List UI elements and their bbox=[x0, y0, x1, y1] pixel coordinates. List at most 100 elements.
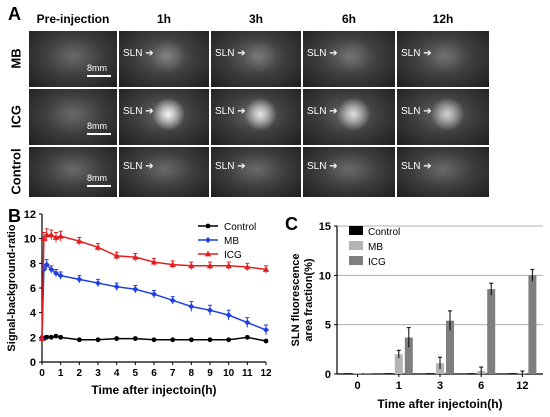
bar-icg bbox=[528, 275, 537, 374]
legend-label: Control bbox=[368, 227, 400, 238]
legend-label: MB bbox=[224, 236, 239, 247]
tile-image bbox=[119, 147, 209, 197]
x-tick-label: 4 bbox=[114, 368, 120, 379]
column-header-1: 1h bbox=[156, 12, 171, 26]
y-axis-label: SLN fluorescencearea fraction(%) bbox=[290, 254, 315, 347]
sln-arrow-label: SLN ➔ bbox=[307, 106, 338, 117]
data-point bbox=[188, 262, 195, 269]
tile-image bbox=[303, 31, 395, 87]
row-label-icg: ICG bbox=[8, 104, 24, 129]
bar-icg bbox=[404, 337, 413, 374]
sln-arrow-label: SLN ➔ bbox=[123, 106, 154, 117]
data-point bbox=[114, 336, 120, 341]
data-point bbox=[132, 336, 138, 341]
bar-control bbox=[508, 373, 517, 374]
data-point bbox=[151, 291, 157, 298]
sln-arrow-label: SLN ➔ bbox=[401, 161, 432, 172]
data-point bbox=[132, 253, 139, 260]
bar-icg bbox=[363, 373, 372, 374]
x-axis-label: Time after injectoin(h) bbox=[91, 383, 216, 397]
panel-b-letter: B bbox=[8, 206, 21, 226]
panel-a-letter: A bbox=[8, 4, 21, 24]
x-tick-label: 11 bbox=[242, 368, 253, 379]
scale-label: 8mm bbox=[87, 173, 107, 183]
sln-arrow-label: SLN ➔ bbox=[307, 48, 338, 59]
row-label-mb: MB bbox=[8, 48, 24, 69]
tile-image bbox=[211, 147, 301, 197]
data-point bbox=[188, 337, 194, 343]
sln-arrow-label: SLN ➔ bbox=[123, 161, 154, 172]
right-arrow-icon: ➔ bbox=[420, 106, 432, 117]
image-tile-mb-1: SLN ➔ bbox=[118, 30, 210, 88]
x-tick-label: 7 bbox=[170, 368, 176, 379]
data-point bbox=[132, 286, 139, 293]
tile-image bbox=[397, 89, 489, 145]
legend-label: ICG bbox=[224, 250, 242, 261]
sln-arrow-label: SLN ➔ bbox=[215, 161, 246, 172]
data-point bbox=[95, 280, 101, 287]
tile-image bbox=[211, 31, 301, 87]
bar-icg bbox=[487, 289, 496, 374]
series-line bbox=[41, 263, 267, 339]
legend-marker bbox=[205, 237, 211, 243]
column-header-0: Pre-injection bbox=[36, 12, 110, 26]
series-control bbox=[39, 333, 269, 344]
y-tick-label: 6 bbox=[30, 283, 36, 295]
data-point bbox=[169, 261, 176, 267]
data-point bbox=[40, 235, 48, 242]
data-point bbox=[170, 337, 176, 343]
image-tile-mb-0: 8mm bbox=[28, 30, 118, 88]
data-point bbox=[206, 262, 214, 269]
data-point bbox=[225, 262, 232, 269]
image-tile-icg-1: SLN ➔ bbox=[118, 88, 210, 146]
tile-image bbox=[397, 31, 489, 87]
data-point bbox=[207, 337, 213, 343]
column-header-2: 3h bbox=[248, 12, 263, 26]
right-arrow-icon: ➔ bbox=[420, 161, 432, 172]
legend-swatch bbox=[349, 256, 363, 265]
tile-image bbox=[397, 147, 489, 197]
data-point bbox=[57, 233, 64, 239]
y-axis-label: Signal-background-ratio bbox=[6, 224, 18, 351]
x-tick-label: 5 bbox=[133, 368, 139, 379]
x-tick-label: 9 bbox=[207, 368, 213, 379]
y-tick-label: 2 bbox=[30, 332, 36, 344]
right-arrow-icon: ➔ bbox=[142, 106, 154, 117]
data-point bbox=[150, 258, 158, 265]
legend-marker bbox=[205, 223, 211, 229]
y-tick-label: 8 bbox=[30, 258, 36, 270]
legend-label: Control bbox=[224, 222, 256, 233]
legend-marker bbox=[204, 250, 212, 257]
bar-control bbox=[426, 373, 434, 374]
sln-arrow-label: SLN ➔ bbox=[401, 48, 432, 59]
y-tick-label: 12 bbox=[24, 209, 36, 221]
data-point bbox=[262, 266, 270, 272]
data-point bbox=[76, 276, 83, 283]
data-point bbox=[48, 334, 54, 340]
column-header-4: 12h bbox=[432, 12, 454, 26]
x-tick-label: 2 bbox=[77, 368, 83, 379]
sln-arrow-label: SLN ➔ bbox=[123, 48, 154, 59]
data-point bbox=[53, 333, 59, 339]
row-label-control: Control bbox=[8, 148, 24, 195]
sln-arrow-label: SLN ➔ bbox=[215, 48, 246, 59]
image-tile-control-3: SLN ➔ bbox=[302, 146, 396, 198]
legend: Control MB ICG bbox=[198, 222, 256, 261]
tile-image bbox=[29, 89, 117, 145]
legend-label: MB bbox=[368, 242, 383, 253]
data-point bbox=[76, 337, 82, 343]
sln-arrow-label: SLN ➔ bbox=[215, 106, 246, 117]
x-tick-label: 12 bbox=[516, 380, 528, 392]
data-point bbox=[48, 266, 55, 273]
sln-arrow-label: SLN ➔ bbox=[307, 161, 338, 172]
y-tick-label: 0 bbox=[30, 357, 36, 369]
image-tile-control-0: 8mm bbox=[28, 146, 118, 198]
legend: Control MB ICG bbox=[349, 226, 400, 268]
data-point bbox=[207, 307, 213, 314]
x-tick-label: 8 bbox=[189, 368, 195, 379]
data-point bbox=[94, 244, 102, 250]
data-point bbox=[188, 303, 195, 310]
data-point bbox=[57, 272, 64, 279]
legend-swatch bbox=[349, 226, 363, 235]
data-point bbox=[95, 337, 101, 343]
